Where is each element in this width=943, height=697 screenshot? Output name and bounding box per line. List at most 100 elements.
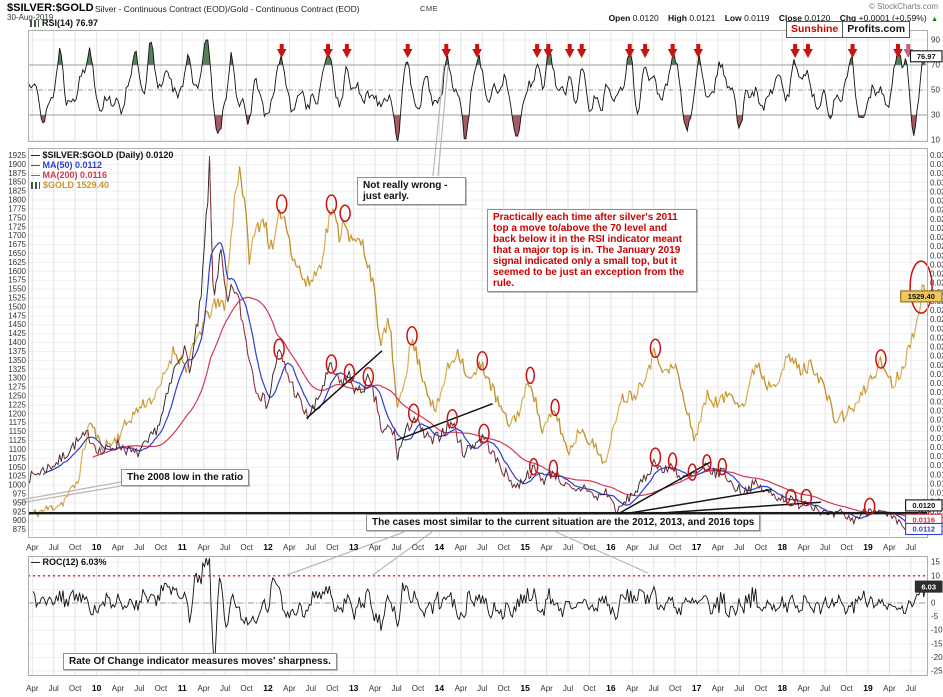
svg-text:0.0280: 0.0280 [930,215,943,224]
svg-text:0.0305: 0.0305 [930,169,943,178]
red-ellipse-icon [687,463,698,481]
high-value: 0.0121 [689,13,716,23]
svg-text:1625: 1625 [8,258,26,267]
svg-text:Jul: Jul [906,684,916,693]
svg-text:0.0245: 0.0245 [930,279,943,288]
svg-text:1525: 1525 [8,294,26,303]
red-ellipse-icon [548,459,559,478]
svg-text:0.0175: 0.0175 [930,406,943,415]
svg-text:Apr: Apr [883,543,896,552]
svg-text:1825: 1825 [8,187,26,196]
svg-text:0.0130: 0.0130 [930,489,943,498]
red-ellipse-icon [528,457,539,476]
svg-text:Jul: Jul [563,684,573,693]
svg-text:19: 19 [863,683,873,693]
last-value-label: 0.0116 [913,515,936,524]
svg-text:Oct: Oct [240,684,253,693]
high-label: High [668,13,687,23]
down-arrow-icon [624,44,635,58]
svg-text:925: 925 [13,507,27,516]
copyright-label: © StockCharts.com [868,2,938,11]
svg-text:-15: -15 [931,639,943,648]
svg-text:16: 16 [606,683,616,693]
svg-text:0.0220: 0.0220 [930,324,943,333]
svg-text:0.0225: 0.0225 [930,315,943,324]
svg-text:0.0190: 0.0190 [930,379,943,388]
svg-text:1375: 1375 [8,347,26,356]
sunshine-profits-logo[interactable]: Sunshine Profits.com [786,21,911,38]
svg-text:0.0180: 0.0180 [930,397,943,406]
red-ellipse-icon [785,488,797,507]
rsi-overbought-fill [28,40,926,65]
down-arrow-icon [543,44,554,58]
svg-text:17: 17 [692,542,702,552]
red-ellipse-icon [649,338,662,359]
svg-text:1350: 1350 [8,356,26,365]
svg-text:Apr: Apr [26,684,39,693]
red-ellipse-icon [275,194,288,214]
svg-text:1750: 1750 [8,213,26,222]
svg-text:1125: 1125 [9,436,27,445]
gold-legend: $GOLD 1529.40 [31,180,109,190]
red-ellipse-icon [649,447,662,467]
svg-text:10: 10 [931,136,940,145]
svg-text:15: 15 [520,542,530,552]
last-value-box [909,50,943,63]
svg-text:1850: 1850 [8,178,26,187]
svg-text:12: 12 [263,683,273,693]
annotation-roc-note: Rate Of Change indicator measures moves'… [63,653,337,670]
annotation-rsi-rule: Practically each time after silver's 201… [487,209,697,292]
svg-text:Apr: Apr [540,684,553,693]
svg-text:0.0155: 0.0155 [930,443,943,452]
red-ellipse-icon [339,204,351,223]
v-gridlines [31,30,912,676]
red-ellipse-icon [446,409,459,429]
svg-text:50: 50 [931,86,940,95]
svg-text:-25: -25 [931,667,943,676]
last-value-label: 1529.40 [908,292,935,301]
svg-text:Oct: Oct [326,684,339,693]
svg-text:Apr: Apr [26,543,39,552]
svg-text:Jul: Jul [906,543,916,552]
annotation-similar-cases: The cases most similar to the current si… [366,514,761,531]
callout-lines [19,63,649,576]
last-value-label: 76.97 [917,52,936,61]
svg-text:1725: 1725 [8,222,26,231]
red-ellipse-icon [325,194,338,214]
svg-text:0.0165: 0.0165 [930,425,943,434]
down-arrow-icon [342,44,352,58]
red-ellipse-icon [273,338,285,360]
svg-text:1800: 1800 [8,196,26,205]
open-label: Open [608,13,631,23]
svg-text:16: 16 [606,542,616,552]
ma50-legend: — MA(50) 0.0112 [31,160,103,170]
svg-text:0.0205: 0.0205 [930,352,943,361]
svg-text:Oct: Oct [69,543,82,552]
svg-text:0.0195: 0.0195 [930,370,943,379]
svg-text:1200: 1200 [8,409,26,418]
svg-text:Apr: Apr [626,543,639,552]
svg-text:Jul: Jul [306,684,316,693]
axis-labels: 90 70 50 30 10 0.03150.03100.03050.03000.0295… [8,36,943,694]
svg-text:1100: 1100 [9,445,27,454]
chart-date: 30-Aug-2019 [7,13,54,22]
svg-text:Oct: Oct [497,684,510,693]
chg-label: Chg [839,13,857,23]
down-arrow-icon [847,44,858,58]
open-value: 0.0120 [632,13,659,23]
svg-text:Apr: Apr [540,543,553,552]
svg-text:Oct: Oct [155,684,168,693]
symbol-description: Silver - Continuous Contract (EOD)/Gold … [95,4,360,14]
indicator-icon [30,20,39,27]
svg-text:0.0170: 0.0170 [930,416,943,425]
svg-text:Jul: Jul [134,543,144,552]
svg-text:-20: -20 [931,653,943,662]
svg-text:0.0275: 0.0275 [930,224,943,233]
svg-text:Apr: Apr [197,543,210,552]
svg-text:Oct: Oct [755,684,768,693]
svg-text:975: 975 [13,489,27,498]
svg-text:Apr: Apr [712,543,725,552]
svg-text:0.0230: 0.0230 [930,306,943,315]
red-ellipse-icon [702,454,712,472]
red-ellipse-icon [550,398,560,417]
